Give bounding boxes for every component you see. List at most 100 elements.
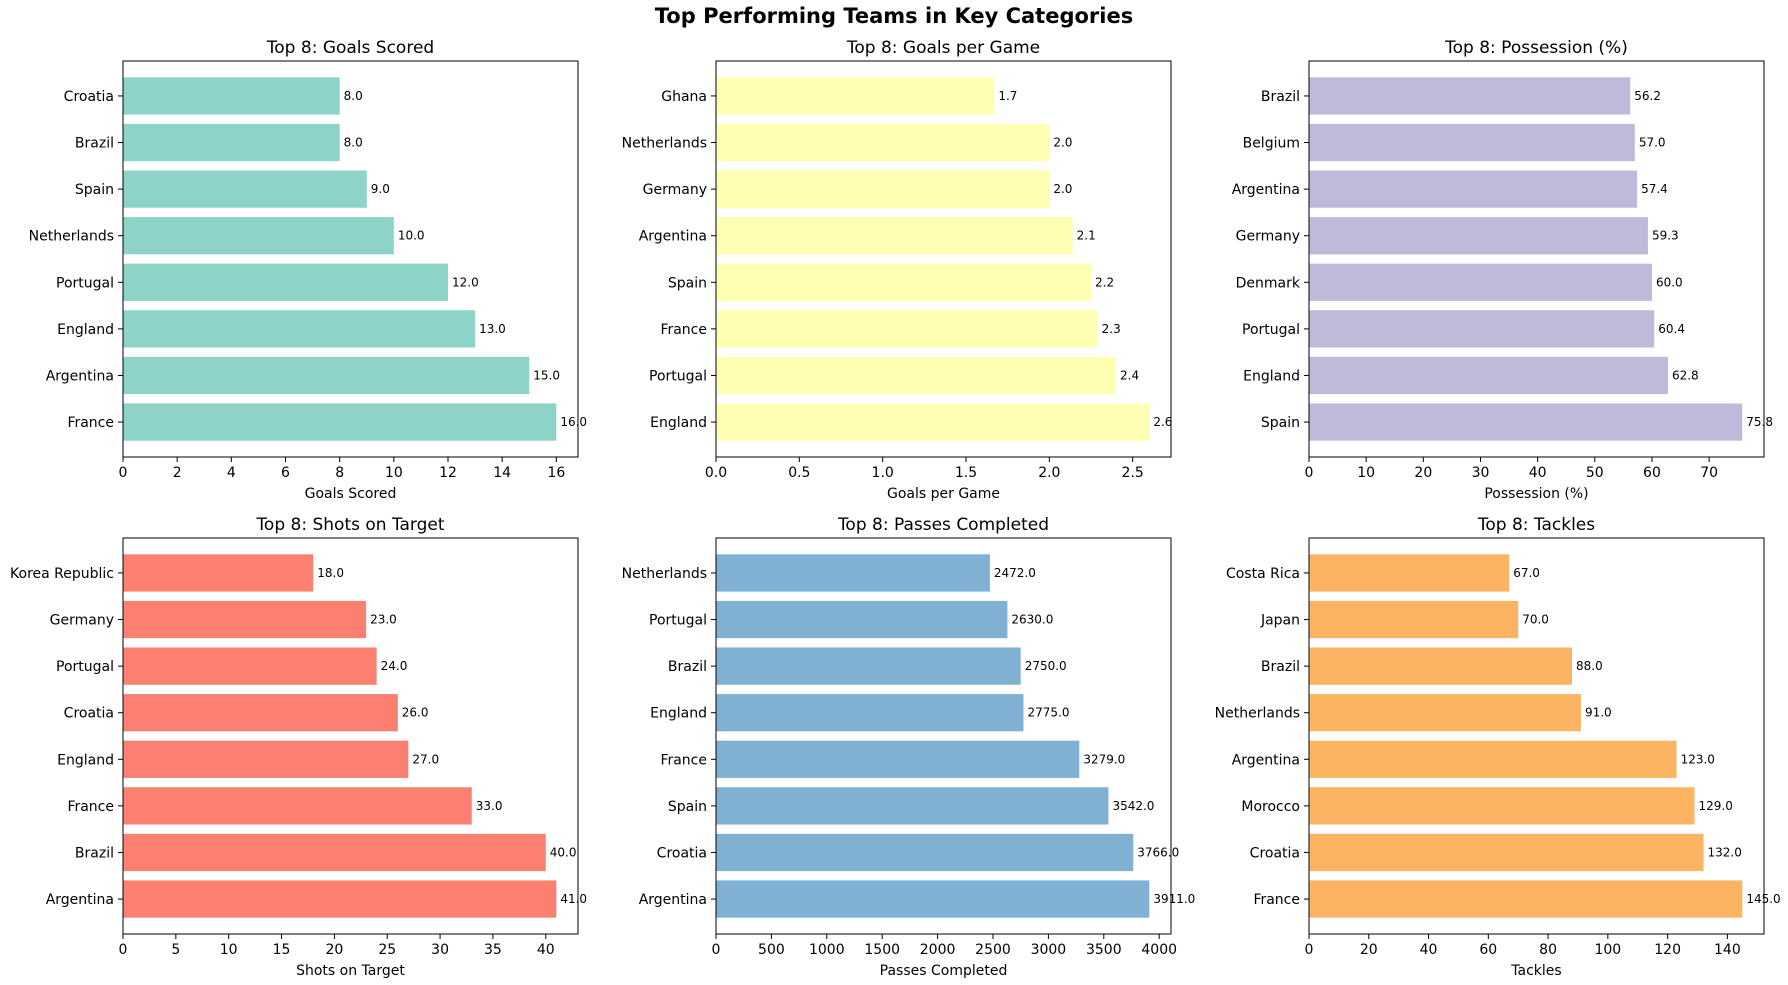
bar	[1309, 833, 1704, 872]
x-axis-label: Shots on Target	[296, 963, 405, 979]
bar	[123, 554, 314, 592]
subplot-4: 41.0 Argentina 40.0 Brazil 33.0 France 27.0 Eng…	[10, 515, 587, 979]
data-label: 15.0	[533, 368, 560, 382]
x-tick-label: 500	[758, 942, 785, 958]
data-label: 56.2	[1634, 89, 1661, 103]
data-label: 18.0	[317, 566, 344, 580]
data-label: 2.2	[1095, 275, 1114, 289]
data-label: 88.0	[1576, 659, 1603, 673]
y-tick-label: Argentina	[639, 229, 707, 245]
x-axis-label: Goals per Game	[887, 486, 1000, 502]
subplot-2: 2.6 England 2.4 Portugal 2.3 France 2.2 Spain 2.…	[622, 38, 1173, 502]
x-tick-label: 4	[227, 465, 236, 481]
bar	[123, 123, 340, 162]
subplot-6: 145.0France132.0Croatia129.0Morocco123.0…	[1215, 515, 1781, 979]
bar	[716, 356, 1116, 395]
data-label: 41.0	[560, 892, 587, 906]
x-tick-label: 40	[1529, 465, 1547, 481]
x-tick-label: 0	[119, 465, 128, 481]
data-label: 1.7	[998, 89, 1017, 103]
x-tick-label: 3000	[1031, 942, 1067, 958]
data-label: 24.0	[381, 659, 408, 673]
y-tick-label: England	[650, 706, 707, 722]
x-tick-label: 120	[1654, 942, 1681, 958]
x-tick-label: 40	[1420, 942, 1438, 958]
bar	[1309, 554, 1510, 592]
y-tick-label: Portugal	[649, 613, 707, 629]
x-tick-label: 16	[547, 465, 565, 481]
data-label: 2472.0	[994, 566, 1036, 580]
y-tick-label: Brazil	[75, 136, 114, 152]
data-label: 8.0	[344, 136, 363, 150]
x-tick-label: 25	[378, 942, 396, 958]
bar	[1309, 694, 1581, 732]
y-tick-label: Argentina	[46, 368, 114, 384]
y-tick-label: Spain	[1261, 415, 1300, 431]
y-tick-label: Portugal	[56, 275, 114, 291]
data-label: 3911.0	[1153, 892, 1195, 906]
x-tick-label: 0.5	[788, 465, 810, 481]
x-tick-label: 10	[220, 942, 238, 958]
bar	[1309, 740, 1677, 778]
bar	[716, 647, 1021, 685]
data-label: 26.0	[402, 706, 429, 720]
x-tick-label: 5	[171, 942, 180, 958]
data-label: 129.0	[1699, 799, 1733, 813]
x-tick-label: 15	[273, 942, 291, 958]
data-label: 123.0	[1681, 752, 1715, 766]
bar	[716, 263, 1091, 301]
x-tick-label: 10	[385, 465, 403, 481]
y-tick-label: Croatia	[64, 89, 114, 105]
bar	[716, 880, 1150, 918]
bar	[123, 263, 448, 301]
y-tick-label: France	[1253, 892, 1300, 908]
data-label: 2.6	[1153, 415, 1172, 429]
x-tick-label: 0	[1305, 465, 1314, 481]
axes-frame	[715, 60, 1172, 458]
x-tick-label: 140	[1714, 942, 1741, 958]
data-label: 2.0	[1053, 136, 1072, 150]
x-tick-label: 0	[712, 942, 721, 958]
data-label: 10.0	[398, 229, 425, 243]
bar	[716, 600, 1008, 639]
x-tick-label: 6	[281, 465, 290, 481]
x-tick-label: 4000	[1141, 942, 1177, 958]
y-tick-label: Croatia	[1250, 845, 1300, 861]
x-tick-label: 1.0	[872, 465, 894, 481]
y-tick-label: France	[67, 799, 114, 815]
data-label: 59.3	[1652, 229, 1679, 243]
y-tick-label: Germany	[50, 613, 114, 629]
x-tick-label: 3500	[1086, 942, 1122, 958]
data-label: 57.0	[1639, 136, 1666, 150]
data-label: 60.0	[1656, 275, 1683, 289]
bar	[1309, 77, 1631, 115]
subplot-title: Top 8: Goals per Game	[846, 38, 1040, 58]
x-tick-label: 0	[1305, 942, 1314, 958]
data-label: 91.0	[1585, 706, 1612, 720]
bar	[716, 833, 1134, 872]
data-label: 2750.0	[1025, 659, 1067, 673]
y-tick-label: Spain	[668, 799, 707, 815]
subplot-1: 16.0 France 15.0 Argentina 13.0 England 12.0 Po…	[29, 38, 587, 502]
subplot-5: 3911.0 Argentina 3766.0 Croatia 3542.0 Spain 3…	[622, 515, 1196, 979]
y-tick-label: Spain	[668, 275, 707, 291]
data-label: 2.3	[1102, 322, 1121, 336]
subplot-title: Top 8: Possession (%)	[1444, 38, 1628, 58]
x-tick-label: 2.5	[1122, 465, 1144, 481]
bar	[123, 880, 557, 918]
x-tick-label: 12	[439, 465, 457, 481]
x-tick-label: 1500	[864, 942, 900, 958]
bar	[716, 740, 1080, 778]
bar	[123, 833, 546, 872]
y-tick-label: Japan	[1260, 613, 1300, 629]
data-label: 62.8	[1672, 368, 1699, 382]
x-tick-label: 40	[537, 942, 555, 958]
y-tick-label: England	[57, 322, 114, 338]
bar	[1309, 647, 1572, 685]
y-tick-label: Argentina	[46, 892, 114, 908]
y-tick-label: England	[650, 415, 707, 431]
data-label: 70.0	[1522, 613, 1549, 627]
figure-title: Top Performing Teams in Key Categories	[654, 4, 1134, 28]
x-tick-label: 0.0	[705, 465, 727, 481]
